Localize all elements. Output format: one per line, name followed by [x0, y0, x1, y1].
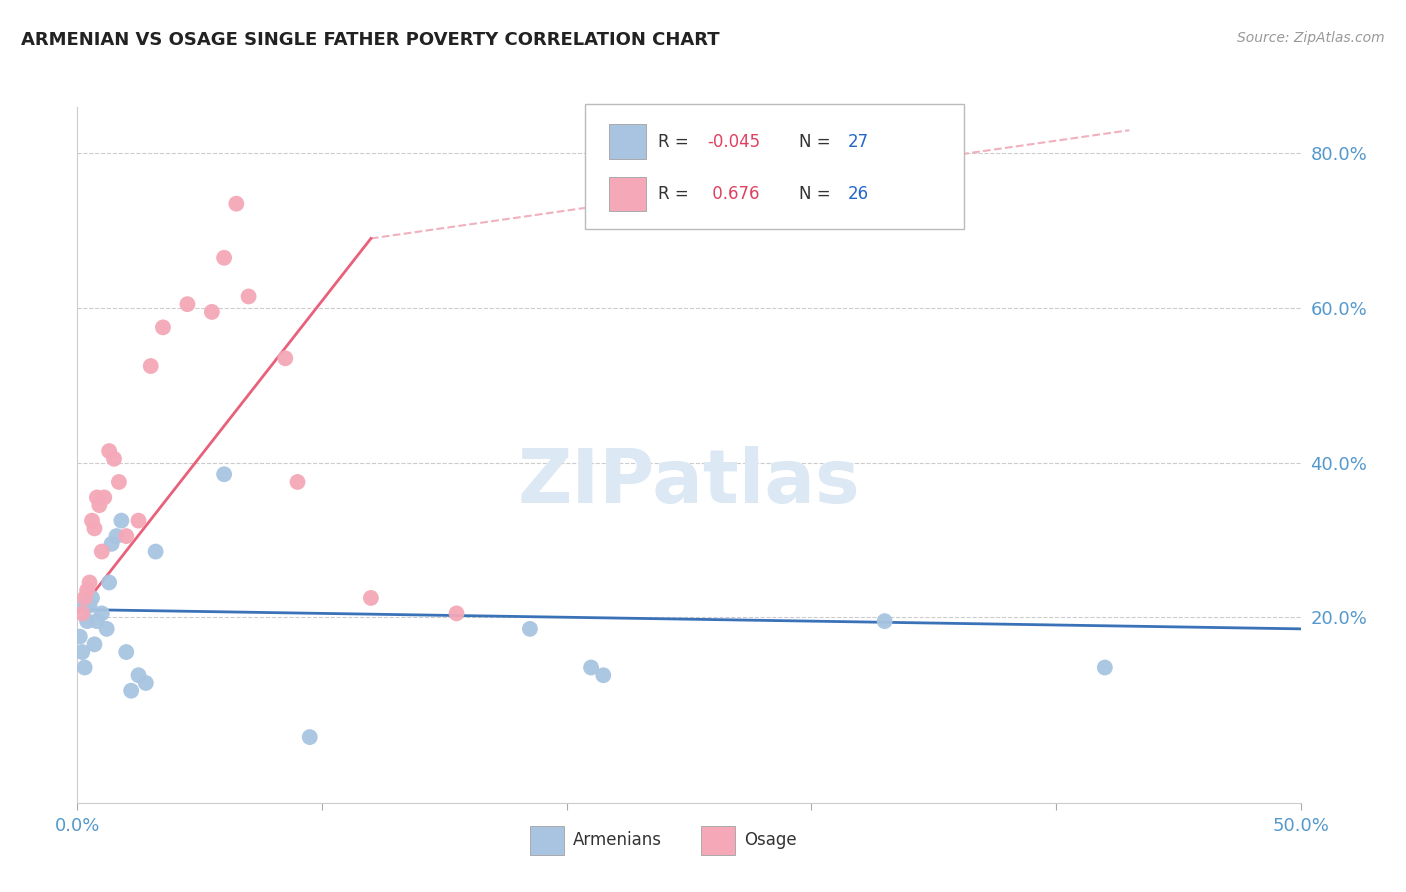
Point — [120, 683, 142, 698]
Point — [519, 622, 541, 636]
Text: ARMENIAN VS OSAGE SINGLE FATHER POVERTY CORRELATION CHART: ARMENIAN VS OSAGE SINGLE FATHER POVERTY … — [21, 31, 720, 49]
FancyBboxPatch shape — [609, 177, 647, 211]
Point — [69, 630, 91, 644]
Point — [139, 359, 162, 373]
Point — [360, 591, 382, 605]
Point — [225, 196, 247, 211]
Point — [90, 544, 112, 558]
Point — [115, 529, 138, 543]
Point — [98, 575, 121, 590]
Text: N =: N = — [799, 185, 837, 203]
Text: ZIPatlas: ZIPatlas — [517, 446, 860, 519]
Point — [145, 544, 167, 558]
Point — [298, 730, 321, 744]
FancyBboxPatch shape — [609, 124, 647, 159]
Point — [83, 637, 105, 651]
Point — [83, 521, 105, 535]
Point — [80, 514, 103, 528]
FancyBboxPatch shape — [702, 826, 735, 855]
Point — [128, 514, 150, 528]
Point — [105, 529, 128, 543]
Point — [73, 660, 96, 674]
Text: Armenians: Armenians — [572, 831, 662, 849]
Text: Source: ZipAtlas.com: Source: ZipAtlas.com — [1237, 31, 1385, 45]
Point — [89, 498, 111, 512]
Point — [98, 444, 121, 458]
Point — [212, 467, 235, 482]
Point — [70, 645, 93, 659]
Point — [70, 607, 93, 621]
Text: 0.676: 0.676 — [707, 185, 759, 203]
FancyBboxPatch shape — [530, 826, 564, 855]
Point — [86, 614, 108, 628]
Point — [73, 599, 96, 613]
Point — [274, 351, 297, 366]
Point — [110, 514, 132, 528]
Point — [73, 591, 96, 605]
Point — [86, 491, 108, 505]
Point — [76, 583, 98, 598]
Point — [176, 297, 198, 311]
Text: R =: R = — [658, 185, 695, 203]
Text: R =: R = — [658, 133, 695, 151]
Text: -0.045: -0.045 — [707, 133, 761, 151]
Point — [93, 491, 115, 505]
Point — [79, 575, 101, 590]
Point — [446, 607, 468, 621]
Point — [287, 475, 309, 489]
Point — [873, 614, 896, 628]
Point — [238, 289, 260, 303]
Text: Osage: Osage — [744, 831, 797, 849]
Point — [108, 475, 131, 489]
Point — [212, 251, 235, 265]
Point — [79, 599, 101, 613]
Point — [579, 660, 602, 674]
Point — [80, 591, 103, 605]
Point — [90, 607, 112, 621]
Point — [128, 668, 150, 682]
Point — [152, 320, 174, 334]
FancyBboxPatch shape — [585, 103, 965, 229]
Point — [100, 537, 122, 551]
Text: N =: N = — [799, 133, 837, 151]
Point — [201, 305, 224, 319]
Point — [76, 614, 98, 628]
Point — [592, 668, 614, 682]
Text: 26: 26 — [848, 185, 869, 203]
Point — [103, 451, 125, 466]
Point — [96, 622, 118, 636]
Point — [115, 645, 138, 659]
Text: 27: 27 — [848, 133, 869, 151]
Point — [1094, 660, 1116, 674]
Point — [135, 676, 157, 690]
